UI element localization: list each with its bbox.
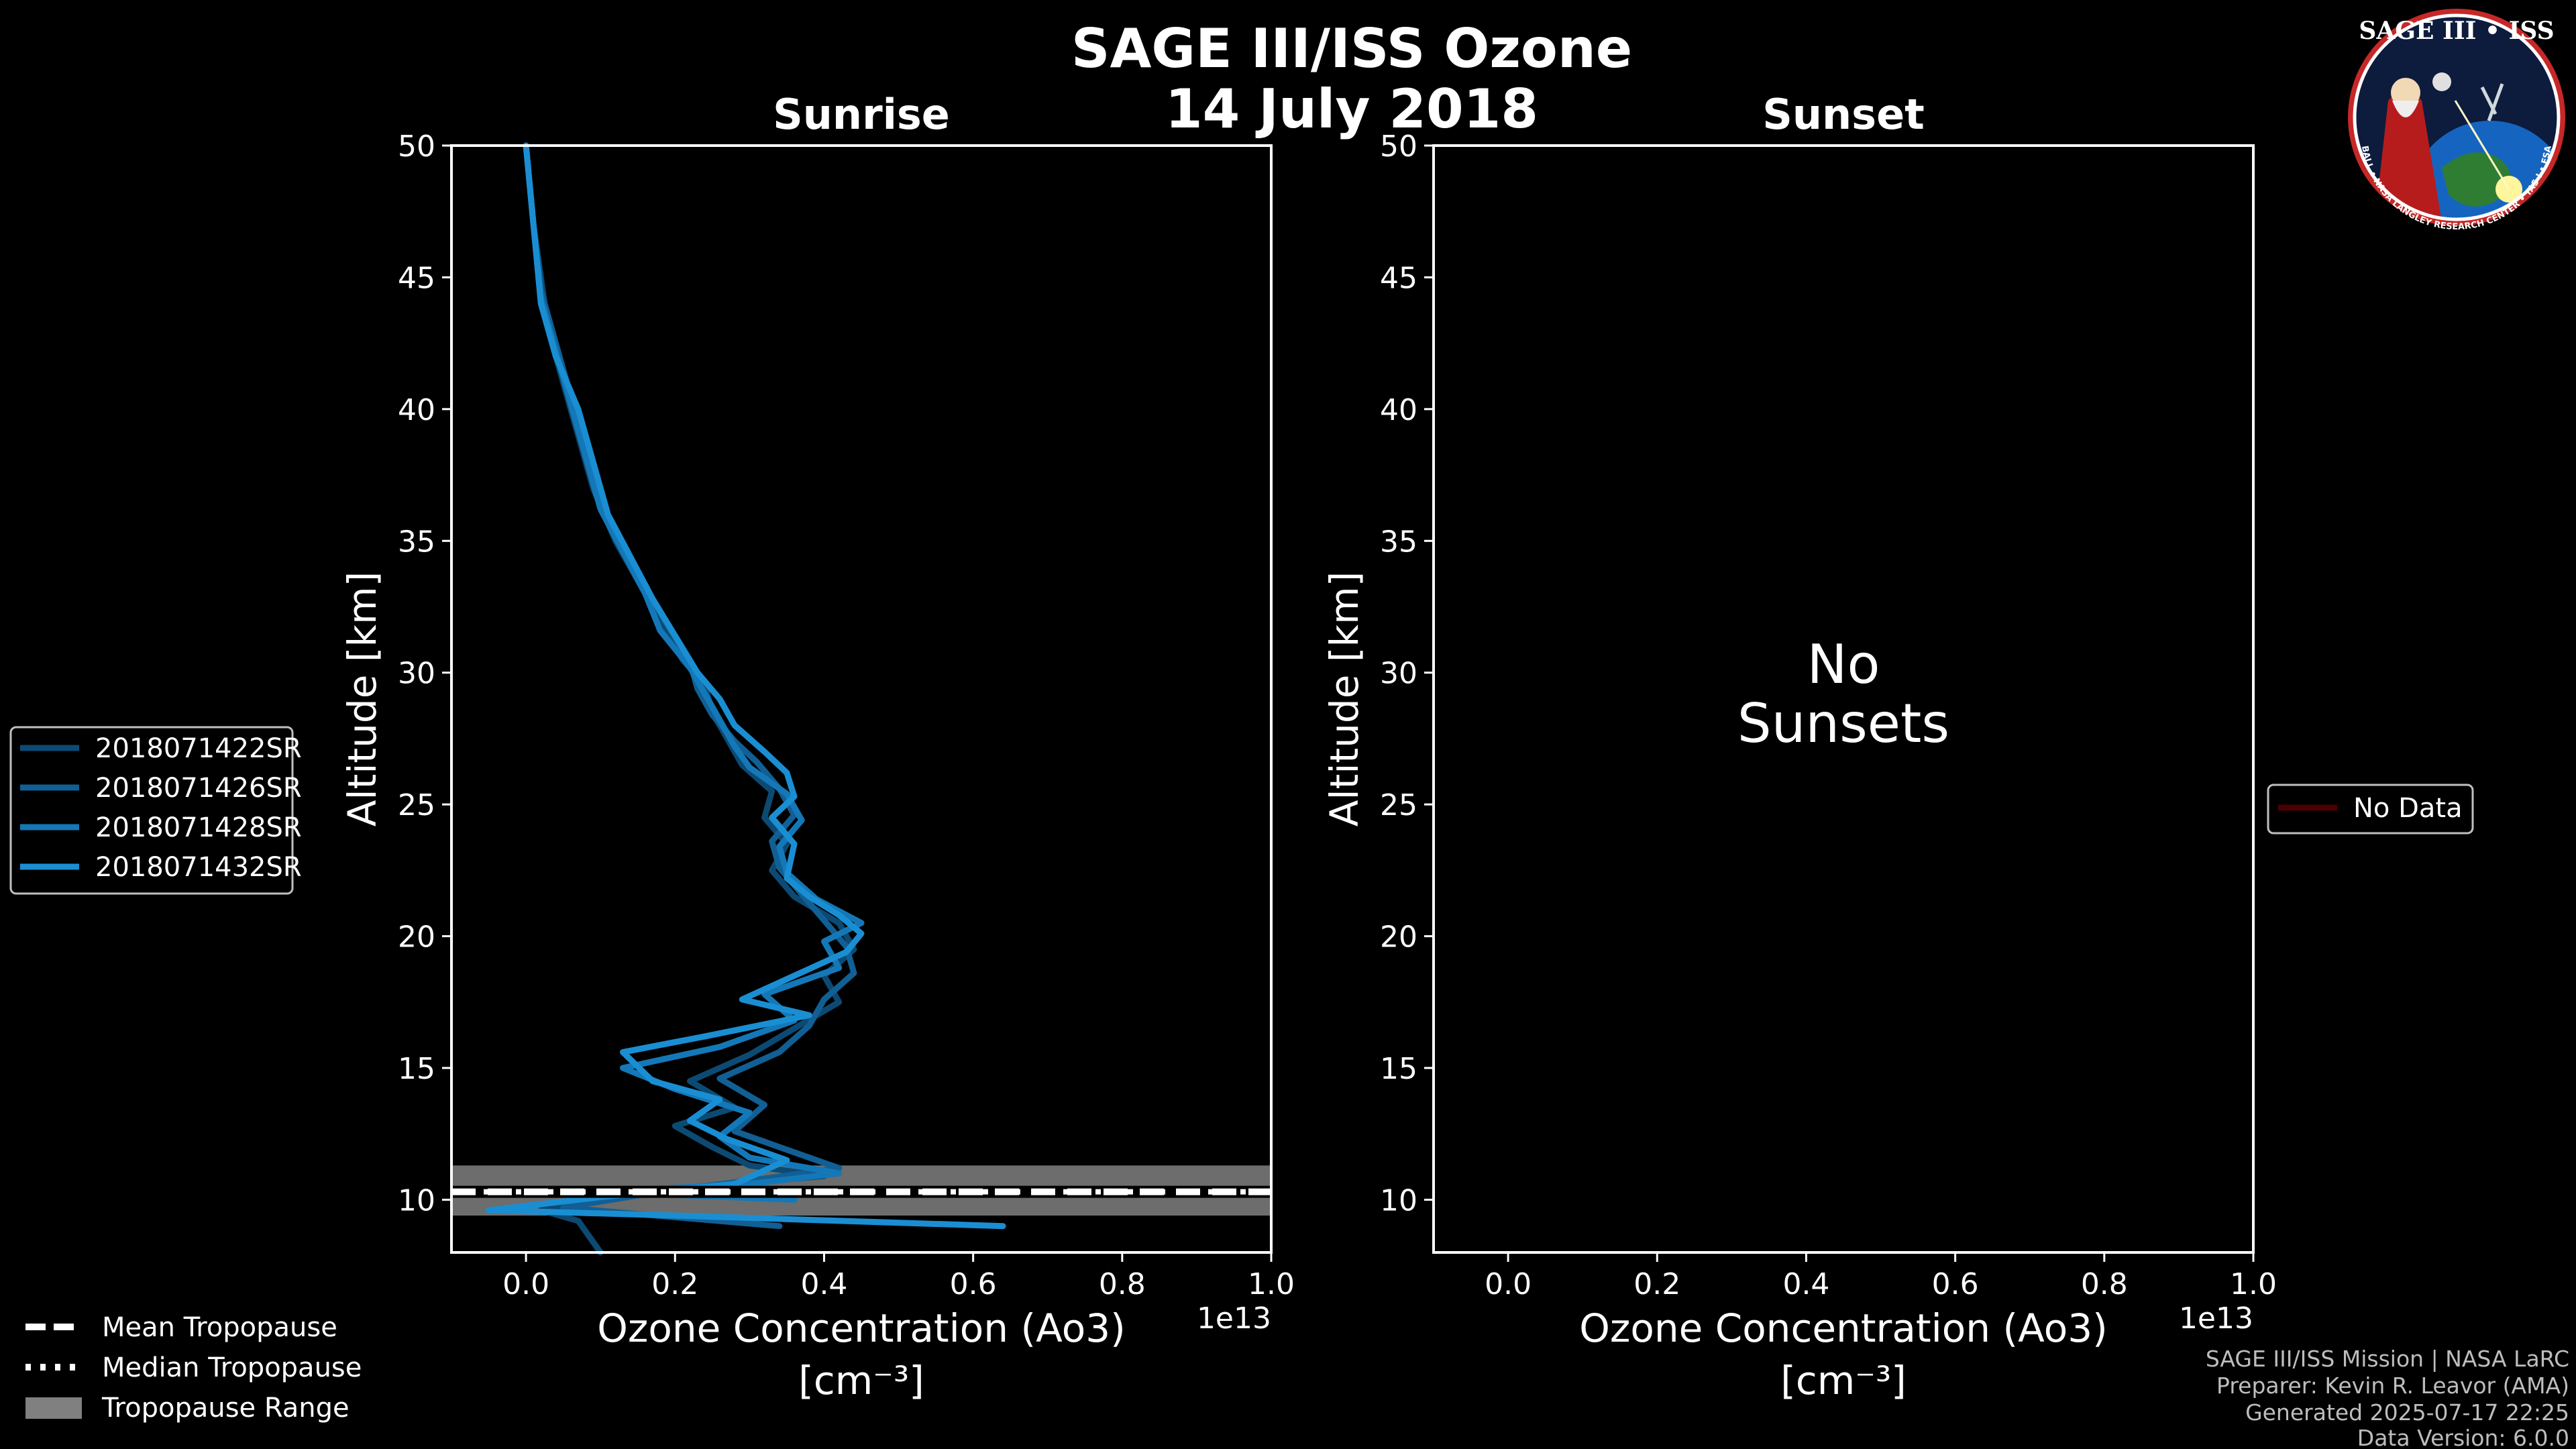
legend-label-22SR: 2018071422SR [95, 733, 302, 764]
logo-top-text: SAGE III • ISS [2359, 17, 2554, 45]
sunset-axes-frame [1432, 144, 2255, 1254]
legend-swatch-tropopause-range [25, 1397, 82, 1419]
series-line-2018071428SR [523, 142, 865, 1203]
y-tick-label: 15 [1380, 1052, 1417, 1086]
legend-label-median-tropopause: Median Tropopause [102, 1352, 362, 1383]
y-tick-label: 45 [398, 261, 435, 295]
x-tick-label: 0.8 [1099, 1267, 1146, 1301]
tropopause-legend: Mean Tropopause Median Tropopause Tropop… [25, 1312, 362, 1424]
y-tick-label: 30 [398, 657, 435, 691]
x-tick-label: 0.8 [2081, 1267, 2128, 1301]
sunrise-axes-frame [450, 144, 1273, 1254]
sunrise-xlabel-line2: [cm⁻³] [798, 1358, 924, 1403]
footer-data-version: Data Version: 6.0.0 [2357, 1425, 2569, 1449]
y-tick-label: 30 [1380, 657, 1417, 691]
legend-label-no-data: No Data [2353, 793, 2463, 824]
x-tick-label: 0.2 [1633, 1267, 1680, 1301]
sunset-panel-title: Sunset [1762, 90, 1925, 139]
y-tick-label: 25 [398, 788, 435, 822]
y-tick-label: 35 [1380, 525, 1417, 559]
sunrise-ticks: 0.0 0.2 0.4 0.6 0.8 1.0 10 15 20 25 30 35 40 45 50 [398, 129, 1295, 1301]
sunset-legend-frame [2267, 784, 2474, 835]
y-tick-label: 35 [398, 525, 435, 559]
sunrise-ylabel: Altitude [km] [339, 572, 385, 826]
footer-preparer: Preparer: Kevin R. Leavor (AMA) [2216, 1373, 2569, 1399]
x-tick-label: 0.6 [950, 1267, 997, 1301]
y-tick-label: 10 [1380, 1183, 1417, 1218]
no-sunsets-annotation-line1: No [1807, 633, 1880, 696]
series-line-2018071432SR [486, 142, 1006, 1230]
x-tick-label: 0.6 [1932, 1267, 1979, 1301]
sunrise-x-multiplier: 1e13 [1197, 1301, 1271, 1336]
legend-label-28SR: 2018071428SR [95, 812, 302, 843]
sunrise-panel: 0.0 0.2 0.4 0.6 0.8 1.0 10 15 20 25 30 35 40 45 50 1e1… [339, 129, 1295, 1403]
y-tick-label: 40 [1380, 393, 1417, 427]
scientist-figure-icon [2375, 91, 2442, 219]
sunset-ticks: 0.0 0.2 0.4 0.6 0.8 1.0 10 15 20 25 30 35 40 45 50 [1380, 129, 2277, 1301]
legend-label-mean-tropopause: Mean Tropopause [102, 1312, 337, 1343]
sunset-legend: No Data [2267, 784, 2474, 835]
footer-credits: SAGE III/ISS Mission | NASA LaRC Prepare… [2206, 1346, 2569, 1449]
y-tick-label: 45 [1380, 261, 1417, 295]
sunset-xlabel-line2: [cm⁻³] [1780, 1358, 1907, 1403]
x-tick-label: 0.0 [1485, 1267, 1532, 1301]
sunset-xlabel-line1: Ozone Concentration (Ao3) [1579, 1305, 2108, 1351]
figure-title-line2: 14 July 2018 [1165, 78, 1538, 140]
y-tick-label: 15 [398, 1052, 435, 1086]
x-tick-label: 0.4 [1782, 1267, 1829, 1301]
y-tick-label: 10 [398, 1183, 435, 1218]
y-tick-label: 50 [1380, 129, 1417, 164]
sunrise-legend: 2018071422SR 2018071426SR 2018071428SR 2… [9, 726, 302, 895]
legend-label-tropopause-range: Tropopause Range [101, 1393, 350, 1424]
sunrise-series-group [486, 142, 1006, 1256]
x-tick-label: 1.0 [1248, 1267, 1295, 1301]
y-tick-label: 50 [398, 129, 435, 164]
x-tick-label: 1.0 [2230, 1267, 2277, 1301]
sage-iii-iss-logo: SAGE III • ISS BALL • NASA LANGLEY RESEA… [2348, 9, 2565, 232]
moon-icon [2432, 72, 2451, 91]
sunset-x-multiplier: 1e13 [2179, 1301, 2253, 1336]
y-tick-label: 20 [398, 920, 435, 955]
legend-label-32SR: 2018071432SR [95, 852, 302, 883]
footer-mission: SAGE III/ISS Mission | NASA LaRC [2206, 1346, 2569, 1372]
legend-label-26SR: 2018071426SR [95, 773, 302, 804]
sunset-plot-area [1434, 146, 2253, 1252]
footer-generated: Generated 2025-07-17 22:25 [2245, 1399, 2569, 1426]
y-tick-label: 20 [1380, 920, 1417, 955]
sunrise-panel-title: Sunrise [773, 90, 950, 139]
no-sunsets-annotation-line2: Sunsets [1737, 692, 1949, 755]
sunset-ylabel: Altitude [km] [1322, 572, 1367, 826]
x-tick-label: 0.4 [800, 1267, 847, 1301]
sunrise-plot-area [451, 146, 1271, 1252]
x-tick-label: 0.0 [502, 1267, 549, 1301]
sunrise-legend-frame [9, 726, 294, 895]
sunrise-xlabel-line1: Ozone Concentration (Ao3) [597, 1305, 1126, 1351]
x-tick-label: 0.2 [651, 1267, 698, 1301]
y-tick-label: 25 [1380, 788, 1417, 822]
figure-title-line1: SAGE III/ISS Ozone [1071, 17, 1632, 80]
y-tick-label: 40 [398, 393, 435, 427]
